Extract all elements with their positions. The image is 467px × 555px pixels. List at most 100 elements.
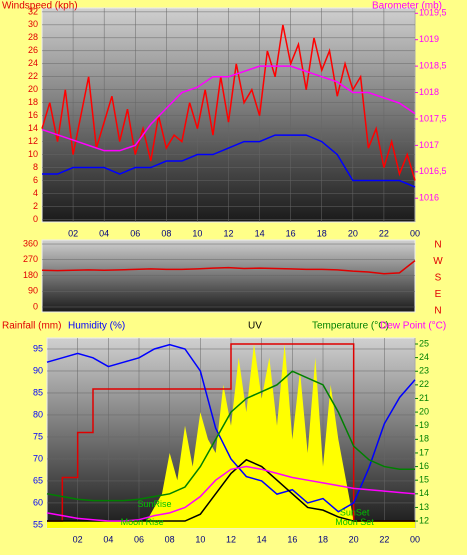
y2-tick-label: 18: [419, 434, 429, 444]
y-tick-label: 20: [28, 84, 38, 94]
series-label: UV: [248, 321, 262, 332]
series-label: Dew Point (°C): [380, 321, 446, 332]
x-tick-label: 06: [134, 534, 144, 544]
x-tick-label: 20: [349, 534, 359, 544]
x-tick-label: 00: [410, 228, 420, 238]
x-tick-label: 10: [192, 228, 202, 238]
x-tick-label: 20: [348, 228, 358, 238]
y-tick-label: 22: [28, 71, 38, 81]
y-tick-label: 360: [23, 238, 38, 248]
x-tick-label: 18: [317, 228, 327, 238]
y2-tick-label: 1017: [419, 140, 439, 150]
direction-label: N: [434, 240, 441, 251]
y2-tick-label: 13: [419, 502, 429, 512]
series-step: [47, 343, 415, 522]
y-tick-label: 8: [33, 162, 38, 172]
series-line: [41, 260, 416, 275]
series-line: [46, 370, 415, 502]
series-label: Humidity (%): [68, 321, 125, 332]
direction-label: E: [435, 289, 442, 300]
direction-label: N: [434, 306, 441, 317]
y-tick-label: 85: [33, 387, 43, 397]
y-tick-label: 90: [28, 286, 38, 296]
x-tick-label: 00: [410, 534, 420, 544]
y-tick-label: 0: [33, 214, 38, 224]
y2-tick-label: 1019,5: [419, 8, 447, 18]
y-axis-label: Windspeed (kph): [2, 1, 78, 12]
series-line: [41, 65, 416, 152]
x-tick-label: 14: [257, 534, 267, 544]
y2-tick-label: 1016: [419, 193, 439, 203]
annotation: SunRise: [137, 499, 171, 509]
y2-tick-label: 14: [419, 488, 429, 498]
y-tick-label: 28: [28, 32, 38, 42]
y-tick-label: 16: [28, 110, 38, 120]
series-line: [46, 465, 416, 522]
y-tick-label: 6: [33, 175, 38, 185]
y-tick-label: 70: [33, 453, 43, 463]
y-tick-label: 32: [28, 6, 38, 16]
series-area: [47, 343, 415, 528]
y-tick-label: 12: [28, 136, 38, 146]
y-tick-label: 30: [28, 19, 38, 29]
series-line: [47, 458, 415, 522]
x-tick-label: 14: [255, 228, 265, 238]
x-tick-label: 08: [161, 228, 171, 238]
series-line: [41, 24, 416, 181]
x-tick-label: 04: [99, 228, 109, 238]
x-tick-label: 10: [195, 534, 205, 544]
x-tick-label: 08: [165, 534, 175, 544]
y2-tick-label: 25: [419, 338, 429, 348]
y2-tick-label: 12: [419, 515, 429, 525]
y-tick-label: 4: [33, 188, 38, 198]
y-tick-label: 180: [23, 270, 38, 280]
y-tick-label: 60: [33, 497, 43, 507]
y2-tick-label: 1019: [419, 34, 439, 44]
y2-tick-label: 17: [419, 447, 429, 457]
y-tick-label: 65: [33, 475, 43, 485]
annotation: Moon Set: [335, 517, 374, 527]
y2-tick-label: 20: [419, 406, 429, 416]
y2-tick-label: 21: [419, 393, 429, 403]
y2-tick-label: 16: [419, 461, 429, 471]
y2-tick-label: 1018: [419, 87, 439, 97]
x-tick-label: 02: [68, 228, 78, 238]
y2-axis-label: Barometer (mb): [372, 1, 442, 12]
y2-tick-label: 1018,5: [419, 60, 447, 70]
series-line: [46, 343, 416, 513]
y2-tick-label: 22: [419, 379, 429, 389]
y2-tick-label: 23: [419, 366, 429, 376]
series-line: [42, 134, 416, 188]
y-tick-label: 18: [28, 97, 38, 107]
y-tick-label: 75: [33, 431, 43, 441]
direction-label: W: [433, 256, 443, 267]
x-tick-label: 22: [379, 228, 389, 238]
y-tick-label: 26: [28, 45, 38, 55]
y-tick-label: 24: [28, 58, 38, 68]
y-tick-label: 95: [33, 343, 43, 353]
y2-tick-label: 1017,5: [419, 113, 447, 123]
x-tick-label: 06: [130, 228, 140, 238]
series-label: Rainfall (mm): [2, 321, 61, 332]
y-tick-label: 0: [33, 301, 38, 311]
plot-area: [41, 239, 416, 313]
y-tick-label: 80: [33, 409, 43, 419]
x-tick-label: 04: [103, 534, 113, 544]
y2-tick-label: 15: [419, 475, 429, 485]
x-tick-label: 12: [223, 228, 233, 238]
series-label: Temperature (°C): [312, 321, 389, 332]
y-tick-label: 270: [23, 254, 38, 264]
x-tick-label: 16: [287, 534, 297, 544]
y-tick-label: 90: [33, 365, 43, 375]
x-tick-label: 16: [286, 228, 296, 238]
y2-tick-label: 24: [419, 352, 429, 362]
y2-tick-label: 19: [419, 420, 429, 430]
annotation: SunSet: [340, 507, 370, 517]
x-tick-label: 02: [73, 534, 83, 544]
y2-tick-label: 1016,5: [419, 166, 447, 176]
direction-label: S: [435, 273, 442, 284]
y-tick-label: 2: [33, 201, 38, 211]
annotation: Moon Rise: [121, 517, 164, 527]
